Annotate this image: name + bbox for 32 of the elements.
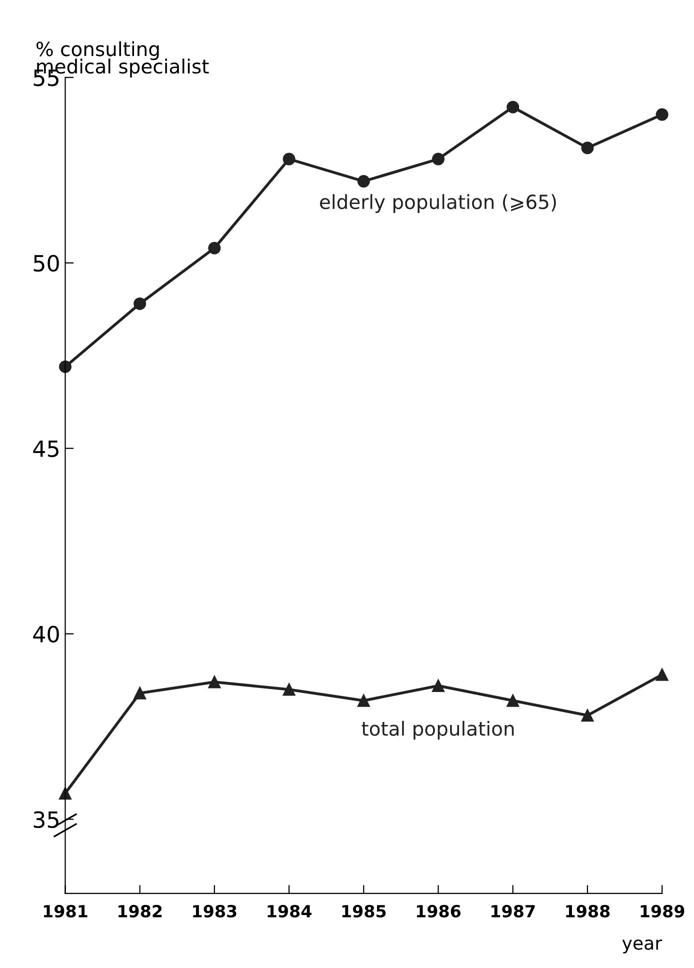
point	[432, 680, 445, 692]
point	[432, 152, 445, 166]
point	[506, 100, 520, 114]
point	[134, 686, 146, 700]
x-tick-label: 1981	[44, 904, 88, 918]
point	[656, 668, 668, 681]
x-tick-label: 1986	[416, 904, 461, 918]
x-tick-label: 1982	[118, 904, 162, 918]
x-axis-title: year	[622, 940, 662, 954]
y-tick-label: 35	[34, 811, 58, 828]
x-tick-label: 1987	[492, 904, 535, 918]
series-label: total population	[362, 720, 514, 740]
point	[282, 152, 296, 166]
x-tick-label: 1983	[193, 904, 236, 918]
point	[208, 242, 221, 254]
y-tick-label: 50	[34, 254, 59, 272]
point	[357, 175, 370, 188]
point	[357, 694, 370, 707]
x-tick-label: 1984	[268, 904, 312, 918]
point	[656, 108, 668, 121]
point	[282, 683, 296, 696]
x-tick-label: 1989	[640, 904, 684, 918]
point	[581, 142, 594, 154]
series-label: elderly population (⩾65)	[320, 194, 556, 213]
y-tick-label: 40	[33, 626, 59, 643]
x-tick-label: 1988	[566, 904, 610, 918]
x-tick-label: 1985	[342, 904, 386, 918]
point	[134, 297, 146, 310]
point	[581, 709, 594, 722]
y-tick-label: 45	[33, 440, 58, 458]
point	[208, 676, 221, 688]
point	[506, 694, 520, 707]
